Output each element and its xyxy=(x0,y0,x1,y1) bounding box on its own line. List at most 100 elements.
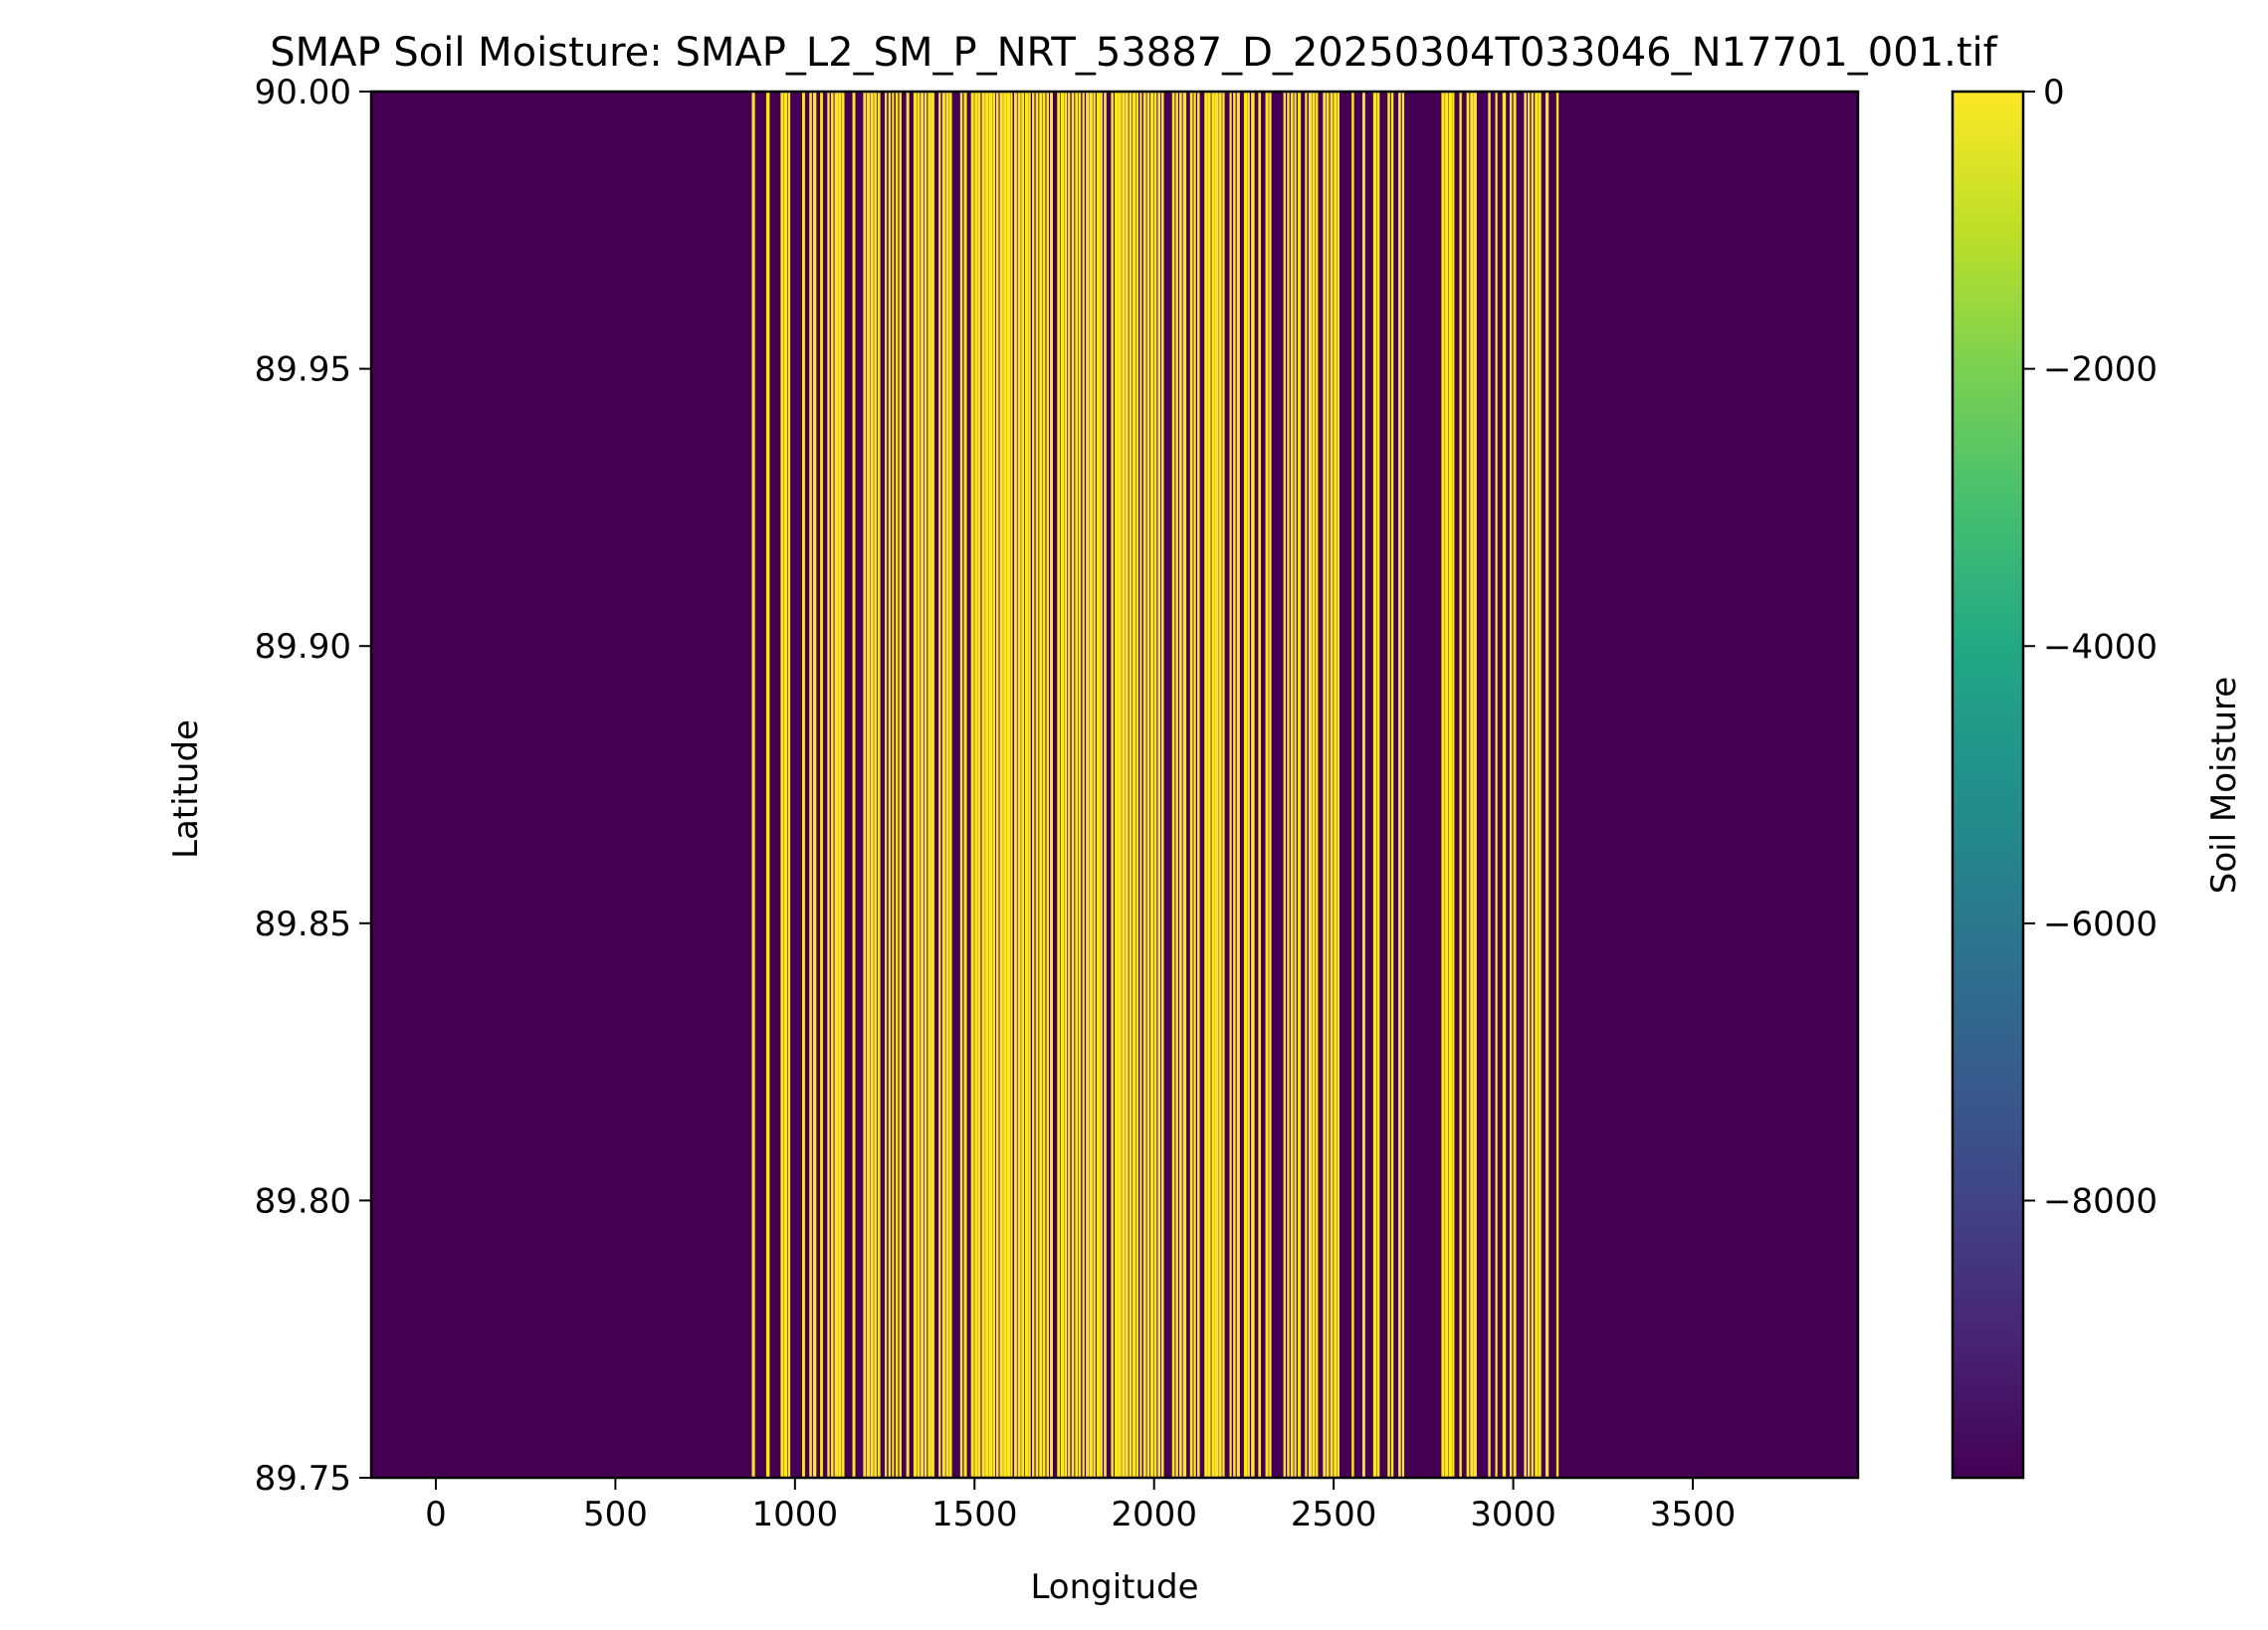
colorbar: 0 −2000 −4000 −6000 −8000 Soil Moisture xyxy=(1951,73,2244,1480)
heatmap-stripe xyxy=(1258,92,1261,1478)
heatmap-stripe xyxy=(1452,92,1455,1478)
heatmap-stripe xyxy=(1003,92,1007,1478)
colorbar-tick-label: 0 xyxy=(2043,73,2065,112)
heatmap-stripe xyxy=(1294,92,1297,1478)
heatmap-stripe xyxy=(1171,92,1175,1478)
heatmap-stripe xyxy=(899,92,902,1478)
heatmap-stripe xyxy=(1021,92,1025,1478)
heatmap-stripe xyxy=(1334,92,1338,1478)
heatmap-stripe xyxy=(1305,92,1308,1478)
heatmap-stripe xyxy=(765,92,770,1478)
heatmap-stripe xyxy=(1150,92,1154,1478)
heatmap-stripe xyxy=(1160,92,1164,1478)
heatmap-stripe xyxy=(1312,92,1316,1478)
heatmap-stripe xyxy=(834,92,839,1478)
heatmap-stripe xyxy=(1372,92,1376,1478)
y-tick-label: 89.75 xyxy=(255,1459,351,1499)
heatmap-stripe xyxy=(1010,92,1013,1478)
heatmap-stripe xyxy=(1535,92,1539,1478)
x-axis-label: Longitude xyxy=(1030,1567,1198,1607)
heatmap-stripe xyxy=(1509,92,1513,1478)
heatmap-stripe xyxy=(888,92,892,1478)
heatmap-stripe xyxy=(1111,92,1114,1478)
heatmap-stripe xyxy=(1075,92,1079,1478)
heatmap-stripe xyxy=(1222,92,1225,1478)
y-tick-label: 89.95 xyxy=(255,350,351,390)
colorbar-tick-label: −4000 xyxy=(2043,627,2158,667)
heatmap-stripe xyxy=(1236,92,1240,1478)
heatmap-stripe xyxy=(1093,92,1096,1478)
heatmap-stripe xyxy=(1473,92,1477,1478)
heatmap-stripe xyxy=(1032,92,1035,1478)
heatmap-stripe xyxy=(1115,92,1119,1478)
x-tick-label: 3000 xyxy=(1470,1495,1556,1534)
y-tick-label: 90.00 xyxy=(255,73,351,112)
heatmap-stripe xyxy=(1071,92,1075,1478)
heatmap-stripe xyxy=(1502,92,1507,1478)
heatmap-stripe xyxy=(1445,92,1449,1478)
heatmap-stripe xyxy=(1153,92,1157,1478)
heatmap-stripe xyxy=(1243,92,1248,1478)
heatmap-stripe xyxy=(830,92,834,1478)
heatmap-stripe xyxy=(924,92,928,1478)
heatmap-stripe xyxy=(1211,92,1215,1478)
chart-title: SMAP Soil Moisture: SMAP_L2_SM_P_NRT_538… xyxy=(270,30,1997,76)
heatmap-stripe xyxy=(863,92,867,1478)
heatmap-stripe xyxy=(1488,92,1491,1478)
x-tick-label: 3500 xyxy=(1650,1495,1737,1534)
heatmap-stripe xyxy=(1135,92,1139,1478)
x-tick-label: 2500 xyxy=(1291,1495,1377,1534)
heatmap-stripe xyxy=(977,92,981,1478)
plot-frame xyxy=(369,90,1860,1480)
heatmap-stripe xyxy=(1104,92,1107,1478)
heatmap-stripe xyxy=(1050,92,1053,1478)
heatmap-stripe xyxy=(1308,92,1313,1478)
heatmap-stripe xyxy=(1351,92,1354,1478)
heatmap-stripe xyxy=(995,92,999,1478)
heatmap-stripe xyxy=(1298,92,1302,1478)
x-tick-label: 1000 xyxy=(752,1495,839,1534)
heatmap-stripe xyxy=(820,92,823,1478)
heatmap-stripe xyxy=(1555,92,1559,1478)
heatmap-stripe xyxy=(870,92,874,1478)
heatmap-stripe xyxy=(1125,92,1129,1478)
heatmap-stripe xyxy=(1024,92,1029,1478)
heatmap-stripe xyxy=(949,92,952,1478)
heatmap-stripe xyxy=(1251,92,1255,1478)
heatmap-stripe xyxy=(1028,92,1031,1478)
heatmap-stripe xyxy=(1215,92,1219,1478)
y-tick-label: 89.80 xyxy=(255,1181,351,1221)
colorbar-tick-label: −8000 xyxy=(2043,1182,2158,1222)
heatmap-stripe xyxy=(1078,92,1082,1478)
y-axis-label: Latitude xyxy=(166,719,206,859)
heatmap-stripe xyxy=(877,92,881,1478)
heatmap-stripe xyxy=(1006,92,1011,1478)
heatmap-stripe xyxy=(1390,92,1394,1478)
heatmap-stripe xyxy=(1017,92,1021,1478)
heatmap-stripe xyxy=(974,92,978,1478)
colorbar-ticks: 0 −2000 −4000 −6000 −8000 xyxy=(2023,73,2158,1222)
heatmap-stripe xyxy=(959,92,963,1478)
heatmap-stripe xyxy=(1129,92,1133,1478)
heatmap-stripe xyxy=(784,92,787,1478)
heatmap-stripe xyxy=(1218,92,1222,1478)
heatmap-stripe xyxy=(1096,92,1101,1478)
heatmap-stripe xyxy=(838,92,842,1478)
heatmap-stripe xyxy=(1337,92,1340,1478)
colorbar-frame xyxy=(1951,90,2025,1480)
heatmap-stripe xyxy=(1401,92,1405,1478)
heatmap-stripe xyxy=(1082,92,1085,1478)
heatmap-stripe xyxy=(970,92,974,1478)
heatmap-stripe xyxy=(963,92,967,1478)
heatmap-stripe xyxy=(945,92,949,1478)
heatmap-stripe xyxy=(1189,92,1193,1478)
heatmap-stripe xyxy=(1233,92,1236,1478)
heatmap-stripe xyxy=(1531,92,1534,1478)
heatmap-stripe xyxy=(1513,92,1517,1478)
heatmap-stripe xyxy=(841,92,845,1478)
heatmap-stripe xyxy=(1290,92,1294,1478)
heatmap-stripe xyxy=(1064,92,1068,1478)
heatmap-stripe xyxy=(992,92,996,1478)
heatmap-stripe xyxy=(1178,92,1182,1478)
heatmap-stripe xyxy=(852,92,856,1478)
